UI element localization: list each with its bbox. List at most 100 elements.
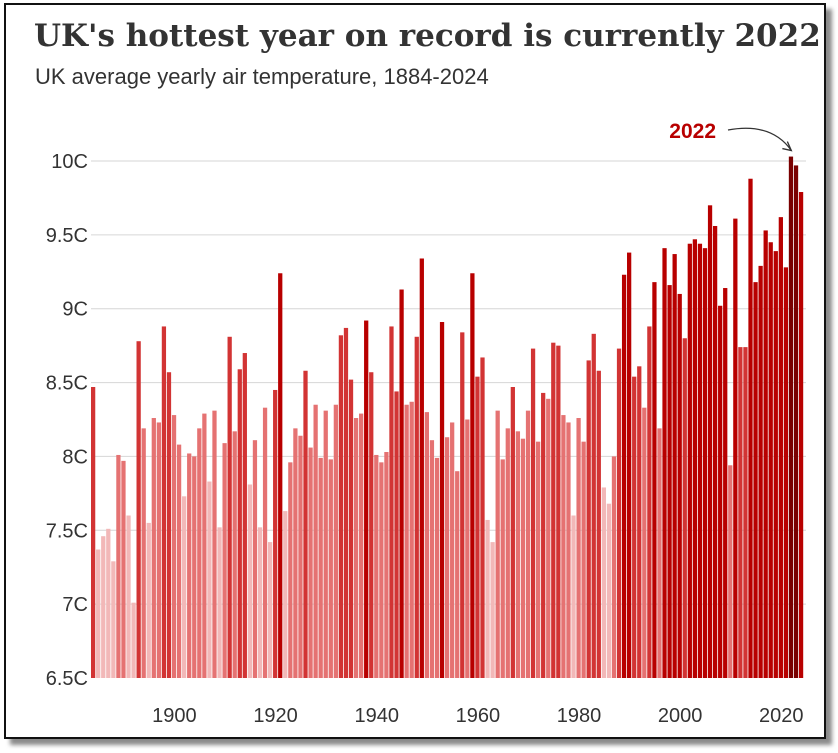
bar-1911	[227, 336, 232, 678]
bar-1903	[187, 453, 192, 678]
bar-1899	[166, 372, 172, 678]
bar-1913	[237, 369, 242, 678]
bar-1918	[262, 407, 268, 678]
bar-1993	[642, 407, 647, 678]
bar-1939	[369, 372, 374, 678]
bar-1889	[116, 454, 121, 678]
bar-1997	[662, 248, 667, 678]
bar-1919	[267, 542, 273, 678]
bar-1989	[621, 274, 627, 678]
bar-1927	[308, 447, 313, 678]
bar-1979	[571, 515, 576, 678]
bar-1922	[283, 511, 288, 678]
bar-1999	[672, 254, 677, 678]
bar-2023	[793, 165, 799, 678]
bar-2008	[718, 305, 723, 678]
bar-1994	[647, 326, 652, 678]
bar-1946	[404, 404, 409, 678]
bar-1985	[601, 487, 606, 678]
bar-1967	[510, 387, 515, 678]
bar-1961	[480, 357, 485, 678]
bar-1926	[303, 370, 308, 678]
bar-1954	[444, 437, 450, 678]
annotation-arrowhead	[782, 141, 793, 152]
bar-1934	[343, 327, 349, 678]
bar-1940	[374, 454, 379, 678]
bar-1893	[136, 341, 141, 678]
y-tick-label: 9C	[62, 299, 88, 321]
bar-1892	[131, 602, 136, 678]
bar-1944	[394, 391, 399, 678]
bar-2014	[748, 178, 753, 679]
bar-1942	[384, 452, 389, 678]
bar-2015	[753, 282, 758, 678]
bar-1955	[450, 422, 455, 678]
bar-1987	[611, 456, 617, 678]
bar-2005	[702, 248, 708, 678]
bar-1887	[106, 528, 111, 678]
bar-1957	[460, 332, 465, 678]
bar-1945	[399, 289, 404, 678]
y-tick-label: 7C	[62, 594, 88, 616]
bar-2001	[682, 338, 687, 678]
y-tick-label: 9.5C	[46, 225, 88, 247]
bar-1905	[197, 428, 202, 678]
bar-1884	[91, 387, 96, 678]
bar-1901	[176, 444, 182, 678]
bar-1974	[546, 398, 551, 678]
bar-1930	[323, 410, 328, 678]
bar-2019	[773, 251, 778, 679]
bar-1943	[389, 326, 394, 678]
y-tick-label: 6.5C	[46, 668, 88, 690]
x-tick-label: 1980	[557, 705, 602, 727]
bar-1965	[500, 459, 505, 678]
bar-2010	[728, 465, 733, 678]
bar-1959	[470, 273, 475, 678]
bar-1972	[535, 441, 541, 678]
bar-1929	[318, 457, 323, 678]
bar-2012	[738, 347, 743, 678]
bar-1896	[151, 418, 156, 678]
bar-1925	[298, 435, 303, 678]
bar-1921	[278, 273, 283, 678]
x-tick-label: 1900	[152, 705, 197, 727]
annotation-label: 2022	[669, 120, 716, 143]
bar-1923	[288, 462, 293, 678]
bar-1898	[161, 326, 167, 678]
bar-1998	[667, 285, 672, 678]
bar-1890	[121, 460, 126, 678]
bar-1885	[96, 549, 101, 678]
bar-1894	[141, 428, 146, 678]
bar-1935	[348, 379, 354, 678]
y-tick-label: 10C	[51, 151, 88, 173]
bar-1888	[111, 561, 116, 678]
bar-1924	[293, 428, 298, 678]
bar-1996	[657, 428, 662, 678]
bar-1902	[182, 496, 187, 678]
bar-1932	[333, 404, 338, 678]
bar-1949	[419, 258, 424, 678]
bar-1992	[637, 366, 642, 678]
bar-1907	[207, 481, 212, 678]
bar-1982	[586, 360, 591, 678]
x-tick-label: 1940	[354, 705, 399, 727]
bar-1938	[364, 320, 369, 678]
bar-1950	[424, 412, 429, 678]
bar-2011	[733, 218, 738, 679]
bar-1975	[551, 342, 556, 678]
annotation-arrow	[727, 127, 792, 151]
bar-1976	[556, 345, 561, 678]
bar-1958	[465, 419, 470, 678]
annotations: 2022	[669, 120, 793, 152]
bar-1990	[627, 252, 632, 678]
bar-1983	[591, 333, 596, 678]
bar-2018	[768, 242, 773, 679]
bar-1995	[652, 282, 657, 678]
bar-1904	[192, 456, 197, 678]
bar-1933	[338, 335, 344, 678]
bar-2021	[783, 267, 789, 678]
bar-2002	[687, 243, 692, 678]
bar-1951	[429, 440, 435, 678]
chart-subtitle: UK average yearly air temperature, 1884-…	[35, 64, 489, 89]
bar-2007	[712, 225, 718, 679]
